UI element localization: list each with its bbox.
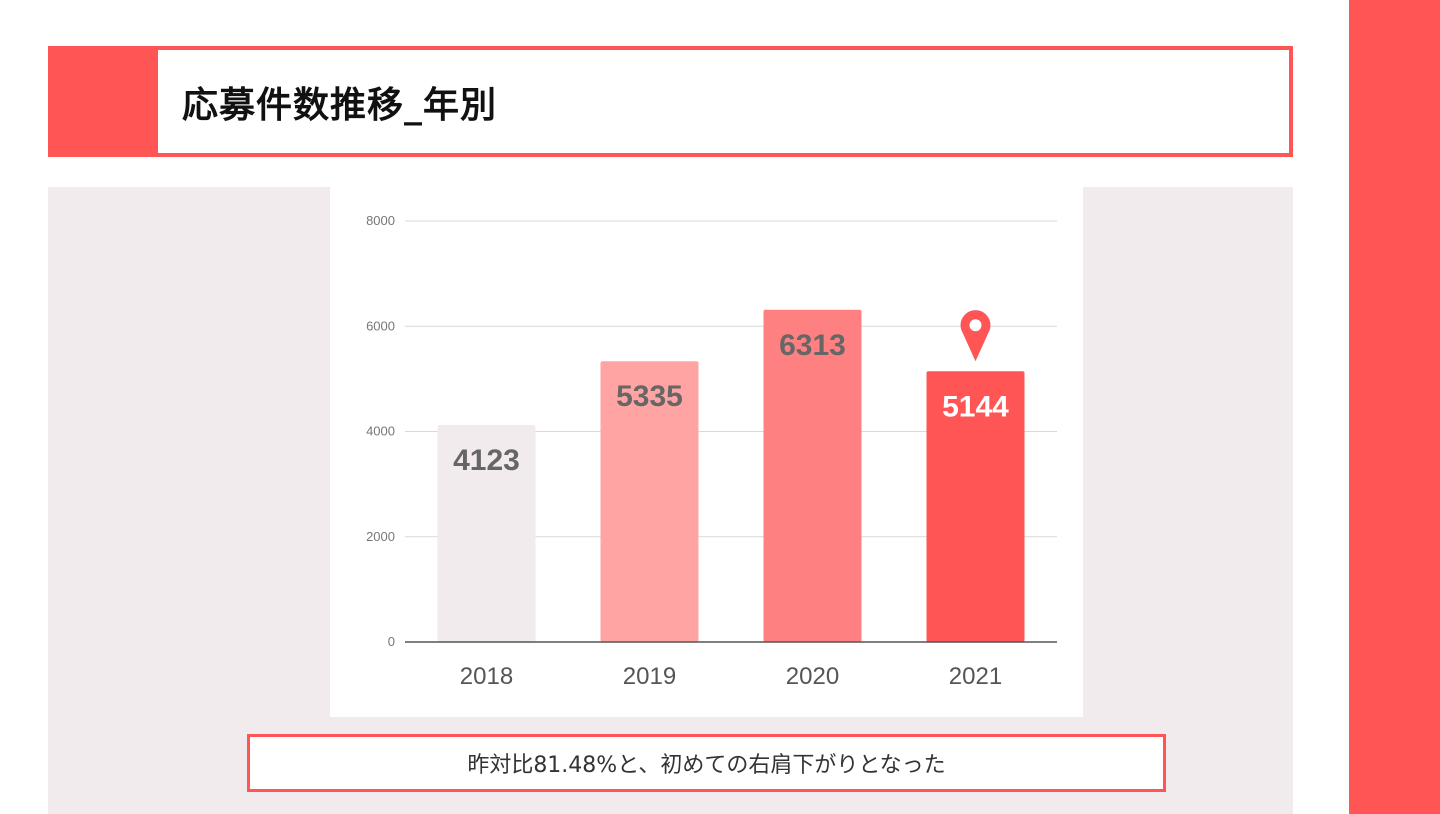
note-text: 昨対比81.48%と、初めての右肩下がりとなった <box>467 753 946 778</box>
chart-panel: 0 2000 4000 6000 8000 4123 2018 5335 2019 6313 202… <box>330 187 1083 717</box>
y-tick-label: 6000 <box>366 318 395 333</box>
data-label-2020: 6313 <box>779 329 846 362</box>
data-label-2018: 4123 <box>453 444 520 477</box>
x-tick-label: 2020 <box>786 663 839 690</box>
y-tick-label: 4000 <box>366 424 395 439</box>
x-tick-label: 2018 <box>460 663 513 690</box>
data-label-2019: 5335 <box>616 380 683 413</box>
note-box: 昨対比81.48%と、初めての右肩下がりとなった <box>247 734 1166 792</box>
title-box: 応募件数推移_年別 <box>158 50 1289 153</box>
bar-2019 <box>600 361 699 642</box>
bar-chart: 0 2000 4000 6000 8000 4123 2018 5335 2019 6313 202… <box>366 213 1057 690</box>
y-tick-label: 0 <box>388 634 395 649</box>
bar-2021 <box>926 371 1025 642</box>
bar-2020 <box>763 309 862 642</box>
title-banner: 応募件数推移_年別 <box>48 46 1293 157</box>
right-accent-bar <box>1349 0 1440 814</box>
map-pin-icon <box>960 310 991 362</box>
x-tick-label: 2019 <box>623 663 676 690</box>
y-tick-label: 2000 <box>366 529 395 544</box>
bar-2018 <box>437 425 536 642</box>
page-title: 応募件数推移_年別 <box>182 84 498 126</box>
y-tick-label: 8000 <box>366 213 395 228</box>
data-label-2021: 5144 <box>942 390 1009 423</box>
x-tick-label: 2021 <box>949 663 1002 690</box>
